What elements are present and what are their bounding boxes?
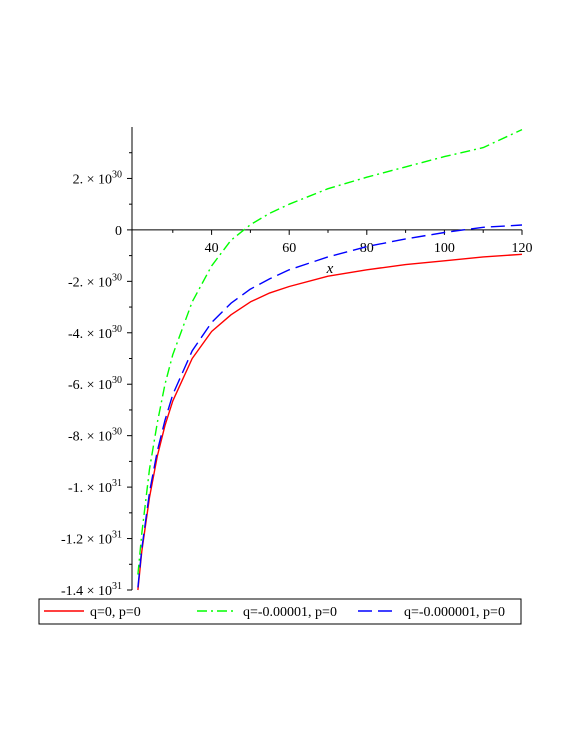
y-tick-mantissa: -1.4 × 10 [61, 584, 112, 599]
y-tick-label: -4. × 1030 [68, 324, 122, 342]
y-tick-mantissa: -8. × 10 [68, 430, 112, 445]
y-tick-label: 2. × 1030 [73, 169, 122, 187]
x-tick-label: 120 [512, 241, 533, 256]
legend-label-2: q=-0.00001, p=0 [243, 605, 337, 620]
y-tick-mantissa: -1. × 10 [68, 481, 112, 496]
y-tick-exponent: 30 [112, 324, 122, 335]
y-tick-exponent: 30 [112, 427, 122, 438]
y-tick-mantissa: -4. × 10 [68, 327, 112, 342]
y-tick-mantissa: 2. × 10 [73, 172, 112, 187]
x-tick-label: 60 [282, 241, 296, 256]
y-tick-label: -2. × 1030 [68, 272, 122, 290]
plot-series [137, 128, 523, 591]
x-tick-label: 100 [434, 241, 455, 256]
legend-box [38, 598, 522, 625]
y-tick-mantissa: -1.2 × 10 [61, 533, 112, 548]
x-tick-label: 80 [360, 241, 374, 256]
series-line-1 [137, 253, 523, 591]
y-tick-exponent: 30 [112, 272, 122, 283]
y-tick-mantissa: -2. × 10 [68, 275, 112, 290]
y-tick-label: -1. × 1031 [68, 478, 122, 496]
legend-label-1: q=0, p=0 [90, 605, 141, 620]
y-tick-label: -1.4 × 1031 [61, 581, 122, 599]
x-tick-label: 40 [205, 241, 219, 256]
y-tick-label: -1.2 × 1031 [61, 530, 122, 548]
y-tick-exponent: 31 [112, 478, 122, 489]
legend-label-3: q=-0.000001, p=0 [404, 605, 505, 620]
y-tick-mantissa: -6. × 10 [68, 378, 112, 393]
y-tick-exponent: 31 [112, 581, 122, 592]
series-line-3 [137, 224, 523, 588]
y-tick-label: -6. × 1030 [68, 375, 122, 393]
y-tick-exponent: 30 [112, 169, 122, 180]
y-tick-label: 0 [115, 224, 122, 239]
x-axis-label: x [326, 261, 334, 277]
legend: q=0, p=0 q=-0.00001, p=0 q=-0.000001, p=0 [38, 598, 522, 625]
y-tick-label: -8. × 1030 [68, 427, 122, 445]
series-line-2 [137, 128, 523, 575]
y-tick-mantissa: 0 [115, 224, 122, 239]
y-tick-exponent: 30 [112, 375, 122, 386]
y-tick-exponent: 31 [112, 530, 122, 541]
